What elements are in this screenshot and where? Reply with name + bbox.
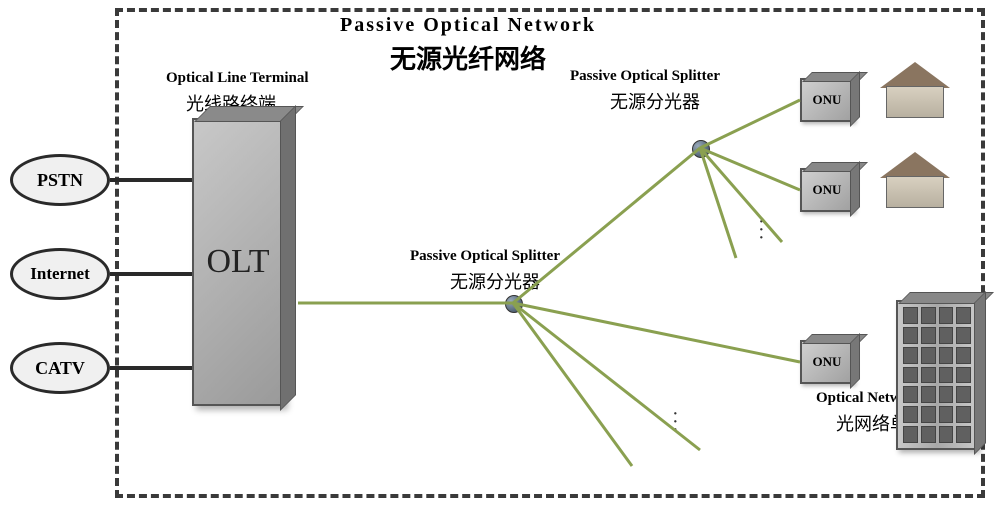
splitter1-caption-en: Passive Optical Splitter	[410, 248, 560, 265]
input-pstn: PSTN	[10, 154, 110, 206]
vdots-2: ···	[672, 410, 679, 434]
splitter2-caption-cn: 无源分光器	[610, 88, 700, 114]
input-catv: CATV	[10, 342, 110, 394]
splitter2-node	[692, 140, 710, 158]
internet-label: Internet	[30, 264, 89, 284]
onu-node-2: ONU	[800, 168, 854, 212]
onu-node-3: ONU	[800, 340, 854, 384]
onu-label-2: ONU	[813, 182, 842, 198]
splitter1-caption-cn: 无源分光器	[450, 268, 540, 294]
onu-label-3: ONU	[813, 354, 842, 370]
input-internet: Internet	[10, 248, 110, 300]
pstn-label: PSTN	[37, 170, 83, 191]
vdots-1: ···	[758, 218, 765, 242]
title-block: Passive Optical Network 无源光纤网络	[340, 14, 596, 76]
building-icon	[896, 300, 978, 450]
onu-label-1: ONU	[813, 92, 842, 108]
splitter1-node	[505, 295, 523, 313]
olt-node: OLT	[192, 118, 284, 406]
olt-caption-en: Optical Line Terminal	[166, 70, 309, 87]
splitter2-caption-en: Passive Optical Splitter	[570, 68, 720, 85]
title-cn: 无源光纤网络	[340, 39, 596, 76]
onu-node-1: ONU	[800, 78, 854, 122]
house-icon-2	[880, 152, 950, 208]
catv-label: CATV	[35, 358, 85, 379]
title-en: Passive Optical Network	[340, 14, 596, 37]
house-icon-1	[880, 62, 950, 118]
olt-label: OLT	[207, 243, 270, 281]
